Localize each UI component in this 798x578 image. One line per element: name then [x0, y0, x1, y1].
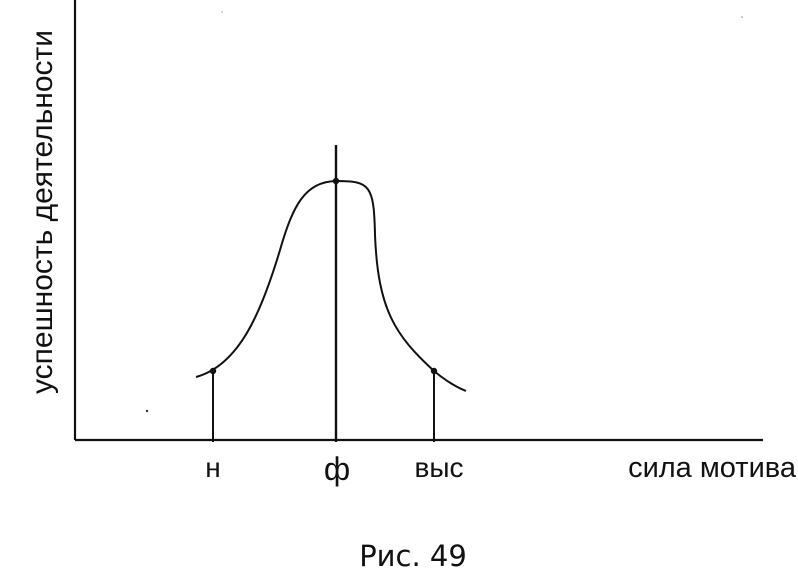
tick-label-high: выс [415, 452, 464, 483]
scan-speck [741, 16, 743, 18]
x-axis-label: сила мотива [628, 452, 797, 484]
tick-label-low: н [205, 452, 220, 483]
performance-curve [195, 179, 467, 392]
optimal-point [332, 177, 340, 185]
high-point [430, 367, 438, 375]
scan-speck [145, 409, 149, 413]
y-axis-label: успешность деятельности [26, 30, 59, 394]
scan-speck [221, 11, 223, 13]
figure-caption: Рис. 49 [359, 539, 467, 573]
tick-label-optimal: ф [324, 451, 350, 487]
low-point [209, 367, 217, 375]
